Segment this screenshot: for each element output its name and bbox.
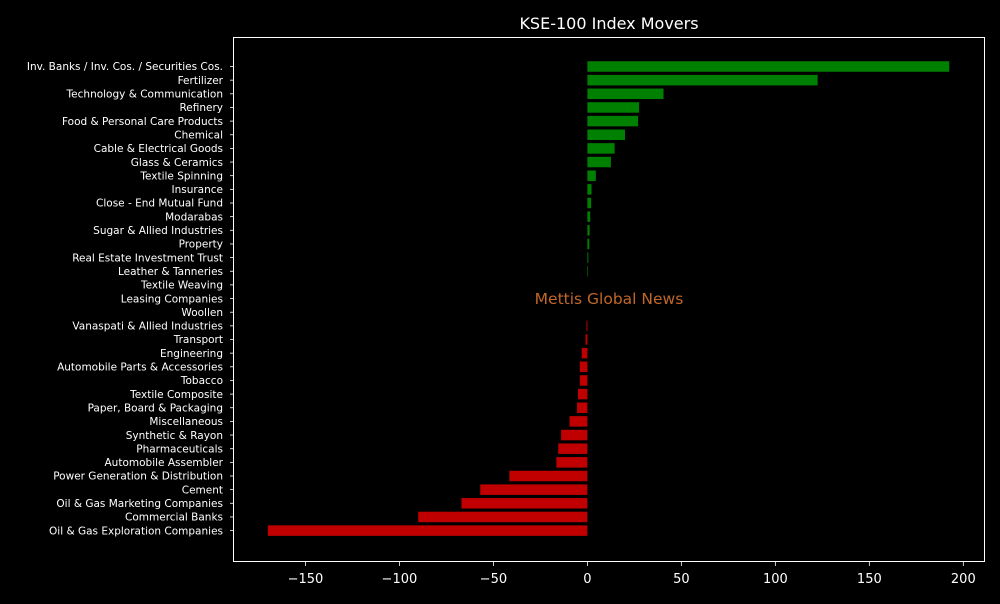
bar-31 (480, 484, 588, 495)
y-tick-label: Fertilizer (178, 75, 224, 87)
y-tick-label: Leasing Companies (121, 293, 223, 305)
y-tick-label: Real Estate Investment Trust (72, 252, 223, 264)
y-tick-label: Vanaspati & Allied Industries (72, 321, 223, 333)
y-tick-label: Insurance (171, 184, 223, 196)
y-tick-label: Automobile Parts & Accessories (57, 362, 223, 374)
x-tick-label: −150 (288, 572, 324, 587)
y-tick-label: Oil & Gas Marketing Companies (56, 498, 223, 510)
y-tick-label: Sugar & Allied Industries (93, 225, 223, 237)
y-tick-label: Textile Composite (129, 389, 223, 401)
bar-19 (586, 320, 588, 332)
y-tick-label: Leather & Tanneries (118, 266, 223, 278)
bar-25 (577, 402, 588, 413)
bar-27 (561, 429, 588, 441)
bar-1 (587, 74, 818, 86)
x-tick-label: −100 (382, 572, 418, 587)
y-tick-label: Chemical (174, 129, 223, 141)
y-tick-label: Oil & Gas Exploration Companies (49, 525, 223, 537)
bar-20 (585, 334, 588, 345)
bar-28 (558, 443, 588, 454)
y-tick-label: Transport (173, 334, 223, 346)
bar-34 (267, 525, 588, 536)
bars-layer (267, 61, 950, 536)
bar-13 (587, 238, 590, 250)
y-tick-label: Paper, Board & Packaging (88, 402, 223, 414)
y-tick-label: Technology & Communication (66, 89, 223, 101)
y-tick-label: Woollen (181, 307, 223, 319)
bar-6 (587, 143, 615, 154)
x-tick-label: 200 (951, 572, 976, 587)
chart-title: KSE-100 Index Movers (519, 14, 698, 33)
bar-0 (587, 61, 950, 72)
x-tick-label: 100 (763, 572, 788, 587)
bar-12 (587, 225, 590, 236)
x-ticks: −150 −100 −50 0 50 100 150 200 (288, 561, 976, 587)
bar-11 (587, 211, 591, 222)
bar-21 (581, 347, 588, 359)
bar-4 (587, 115, 639, 127)
bar-5 (587, 129, 625, 140)
bar-30 (509, 470, 588, 482)
bar-29 (556, 457, 588, 468)
y-tick-labels: Inv. Banks / Inv. Cos. / Securities Cos.… (27, 61, 234, 537)
bar-14 (587, 252, 589, 263)
y-tick-label: Close - End Mutual Fund (96, 198, 223, 210)
y-tick-label: Textile Spinning (139, 170, 223, 182)
bar-15 (587, 266, 588, 277)
x-tick-label: 150 (857, 572, 882, 587)
bar-10 (587, 197, 592, 209)
x-tick-label: −50 (480, 572, 507, 587)
y-tick-label: Engineering (160, 348, 223, 360)
bar-2 (587, 88, 664, 100)
watermark-text: Mettis Global News (535, 290, 684, 308)
y-tick-label: Cable & Electrical Goods (94, 143, 223, 155)
x-tick-label: 50 (673, 572, 690, 587)
y-tick-label: Synthetic & Rayon (126, 430, 223, 442)
y-tick-label: Automobile Assembler (105, 457, 224, 469)
y-tick-label: Pharmaceuticals (136, 443, 223, 455)
bar-23 (579, 375, 588, 386)
bar-7 (587, 156, 611, 168)
y-tick-label: Inv. Banks / Inv. Cos. / Securities Cos. (27, 61, 223, 73)
bar-9 (587, 184, 592, 195)
bar-33 (418, 511, 588, 523)
y-tick-label: Property (179, 239, 223, 251)
x-tick-label: 0 (583, 572, 591, 587)
bar-24 (577, 388, 588, 400)
bar-22 (579, 361, 588, 373)
bar-26 (569, 416, 588, 427)
y-tick-label: Power Generation & Distribution (53, 471, 223, 483)
y-tick-label: Modarabas (165, 211, 223, 223)
bar-3 (587, 102, 640, 113)
y-tick-label: Tobacco (180, 375, 223, 387)
bar-32 (461, 498, 588, 509)
y-tick-label: Food & Personal Care Products (62, 116, 223, 128)
y-tick-label: Cement (182, 484, 223, 496)
y-tick-label: Glass & Ceramics (131, 157, 223, 169)
bar-8 (587, 170, 596, 181)
y-tick-label: Miscellaneous (149, 416, 223, 428)
y-tick-label: Commercial Banks (125, 512, 223, 524)
plot-area-frame (233, 37, 985, 562)
y-tick-label: Textile Weaving (140, 280, 223, 292)
y-tick-label: Refinery (179, 102, 223, 114)
